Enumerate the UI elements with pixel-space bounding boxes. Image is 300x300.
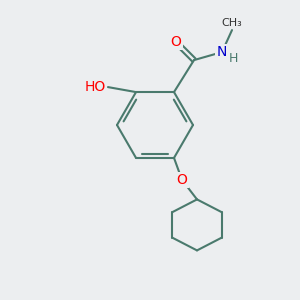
Text: CH₃: CH₃ [222,18,242,28]
Text: H: H [228,52,238,64]
Text: N: N [217,45,227,59]
Text: HO: HO [85,80,106,94]
Text: O: O [177,173,188,187]
Text: O: O [171,35,182,49]
